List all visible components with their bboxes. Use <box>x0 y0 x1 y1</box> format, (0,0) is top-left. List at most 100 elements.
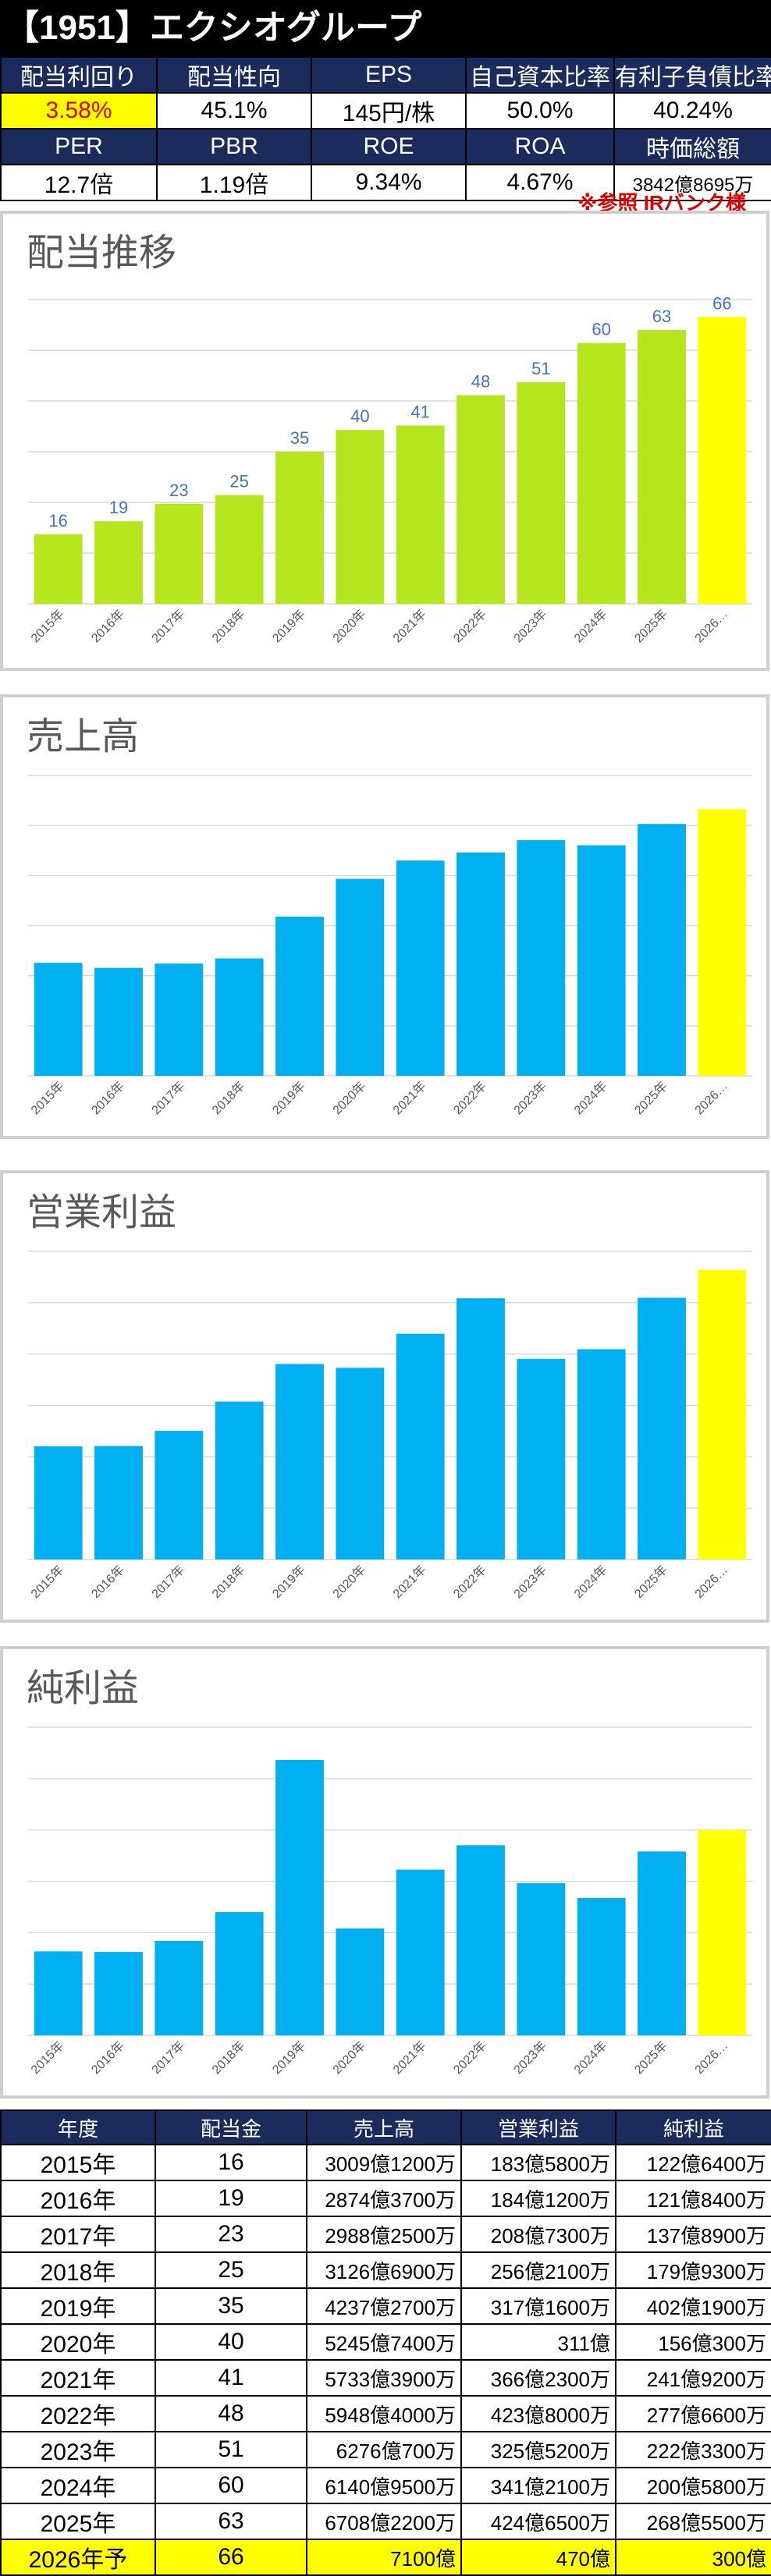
bar <box>638 1851 686 2035</box>
metric-label-eps: EPS <box>311 56 467 94</box>
metric-label-pbr: PBR <box>156 128 312 165</box>
tick-label: 2016年 <box>89 607 127 645</box>
bar <box>155 1431 204 1559</box>
table-cell: 2024年 <box>0 2467 156 2504</box>
table-cell: 6140億9500万 <box>306 2467 462 2504</box>
table-cell: 366億2300万 <box>460 2359 616 2397</box>
tick-label: 2021年 <box>390 2038 428 2077</box>
table-cell: 300億 <box>615 2539 771 2576</box>
table-cell: 41 <box>155 2359 307 2397</box>
bar <box>336 1368 385 1559</box>
tick-label: 2026… <box>693 608 731 646</box>
metric-label-market-cap: 時価総額 <box>613 128 771 165</box>
tick-label: 2022年 <box>451 607 489 645</box>
data-label: 23 <box>169 481 188 500</box>
bar <box>94 1952 143 2035</box>
table-cell: 2017年 <box>0 2216 156 2253</box>
table-cell: 402億1900万 <box>615 2287 771 2325</box>
table-row: 2024年 60 6140億9500万 341億2100万 200億5800万 <box>0 2467 771 2504</box>
tick-label: 2017年 <box>149 1079 187 1117</box>
table-cell: 5245億7400万 <box>306 2323 462 2361</box>
bar <box>577 1349 626 1559</box>
table-cell: 256億2100万 <box>460 2251 616 2289</box>
table-row: 2020年 40 5245億7400万 311億 156億300万 <box>0 2323 771 2361</box>
metric-value-pbr: 1.19倍 <box>156 164 312 201</box>
table-cell: 6708億2200万 <box>306 2503 462 2540</box>
bar <box>698 1829 747 2035</box>
table-cell: 19 <box>155 2180 307 2217</box>
tick-label: 2026… <box>693 2039 731 2077</box>
table-cell: 4237億2700万 <box>306 2287 462 2325</box>
metric-value-roe: 9.34% <box>311 164 467 201</box>
bar <box>396 1333 445 1559</box>
table-cell: 156億300万 <box>615 2323 771 2361</box>
tick-label: 2023年 <box>511 1563 549 1601</box>
table-cell: 2988億2500万 <box>306 2216 462 2253</box>
bar <box>215 495 264 604</box>
metric-label-roa: ROA <box>465 128 615 165</box>
table-row: 2016年 19 2874億3700万 184億1200万 121億8400万 <box>0 2180 771 2217</box>
table-cell: 423億8000万 <box>460 2395 616 2432</box>
bar <box>275 1364 324 1559</box>
metric-label-per: PER <box>0 128 158 165</box>
bar <box>215 1912 264 2035</box>
bar <box>94 967 143 1076</box>
table-cell: 268億5500万 <box>615 2503 771 2540</box>
bar <box>34 534 83 604</box>
bar <box>396 425 445 604</box>
bar <box>215 958 264 1076</box>
bar <box>275 1759 324 2035</box>
table-cell: 184億1200万 <box>460 2180 616 2217</box>
bar <box>638 1297 686 1559</box>
table-cell: 424億6500万 <box>460 2503 616 2540</box>
table-cell: 40 <box>155 2323 307 2361</box>
bar <box>275 917 324 1076</box>
table-cell: 311億 <box>460 2323 616 2361</box>
table-cell: 2019年 <box>0 2287 156 2325</box>
financial-data-table: 年度 配当金 売上高 営業利益 純利益 2015年 16 3009億1200万 183億580… <box>0 2109 771 2576</box>
tick-label: 2020年 <box>330 1563 368 1601</box>
table-cell: 179億9300万 <box>615 2251 771 2289</box>
tick-label: 2023年 <box>511 2038 549 2077</box>
table-row: 2022年 48 5948億4000万 423億8000万 277億6600万 <box>0 2395 771 2432</box>
bar <box>638 824 686 1076</box>
table-row: 2017年 23 2988億2500万 208億7300万 137億8900万 <box>0 2216 771 2253</box>
metric-value-dividend-yield: 3.58% <box>0 92 158 130</box>
bar <box>336 878 385 1076</box>
tick-label: 2017年 <box>149 607 187 645</box>
bar <box>336 430 385 604</box>
tick-label: 2022年 <box>451 2038 489 2077</box>
tick-label: 2018年 <box>209 2038 247 2077</box>
bar <box>517 839 566 1076</box>
bar <box>457 852 505 1076</box>
tick-label: 2018年 <box>209 1563 247 1601</box>
table-header-cell: 純利益 <box>615 2109 771 2145</box>
bar <box>155 503 204 604</box>
bar <box>638 330 686 604</box>
table-cell: 137億8900万 <box>615 2216 771 2253</box>
bar <box>34 963 83 1076</box>
table-cell: 60 <box>155 2467 307 2504</box>
bar <box>517 381 566 604</box>
table-cell: 35 <box>155 2287 307 2325</box>
tick-label: 2019年 <box>270 607 308 645</box>
table-row: 2019年 35 4237億2700万 317億1600万 402億1900万 <box>0 2287 771 2325</box>
data-label: 35 <box>290 428 309 448</box>
table-cell: 2025年 <box>0 2503 156 2540</box>
table-cell: 470億 <box>460 2539 616 2576</box>
table-header-cell: 年度 <box>0 2109 156 2145</box>
data-label: 40 <box>350 406 369 426</box>
table-cell: 325億5200万 <box>460 2431 616 2468</box>
tick-label: 2019年 <box>270 1079 308 1117</box>
table-cell: 277億6600万 <box>615 2395 771 2432</box>
bar <box>336 1928 385 2035</box>
data-label: 16 <box>48 511 67 530</box>
net-income-chart-title: 純利益 <box>27 1668 140 1709</box>
bar <box>396 1869 445 2035</box>
table-cell: 48 <box>155 2395 307 2432</box>
sales-chart: 売上高 2015年 2016年 2017年 2018年 2019年 2020年 2021年 2… <box>0 694 769 1139</box>
table-row: 2015年 16 3009億1200万 183億5800万 122億6400万 <box>0 2144 771 2181</box>
table-row: 2023年 51 6276億700万 325億5200万 222億3300万 <box>0 2431 771 2468</box>
table-cell: 121億8400万 <box>615 2180 771 2217</box>
bar <box>94 521 143 604</box>
